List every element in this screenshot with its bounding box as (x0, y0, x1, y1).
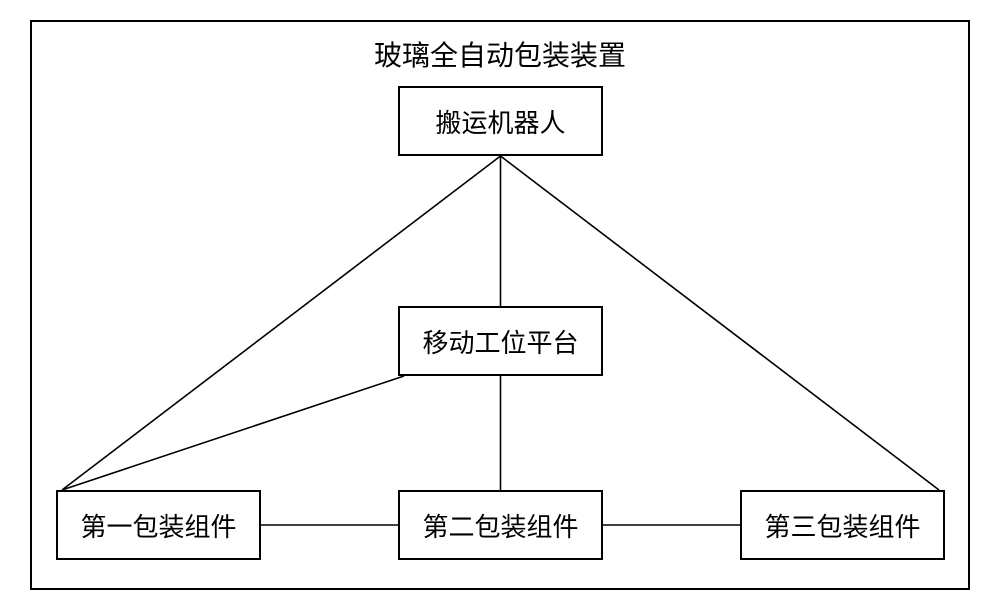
node-label: 第一包装组件 (80, 507, 236, 544)
node-pkg1: 第一包装组件 (56, 490, 261, 560)
node-pkg2: 第二包装组件 (398, 490, 603, 560)
node-label: 第三包装组件 (764, 507, 920, 544)
node-label: 搬运机器人 (435, 103, 565, 140)
node-label: 第二包装组件 (422, 507, 578, 544)
diagram-title: 玻璃全自动包装装置 (200, 34, 800, 74)
node-pkg3: 第三包装组件 (740, 490, 945, 560)
node-robot: 搬运机器人 (398, 86, 603, 156)
node-label: 移动工位平台 (422, 323, 578, 360)
node-plat: 移动工位平台 (398, 306, 603, 376)
